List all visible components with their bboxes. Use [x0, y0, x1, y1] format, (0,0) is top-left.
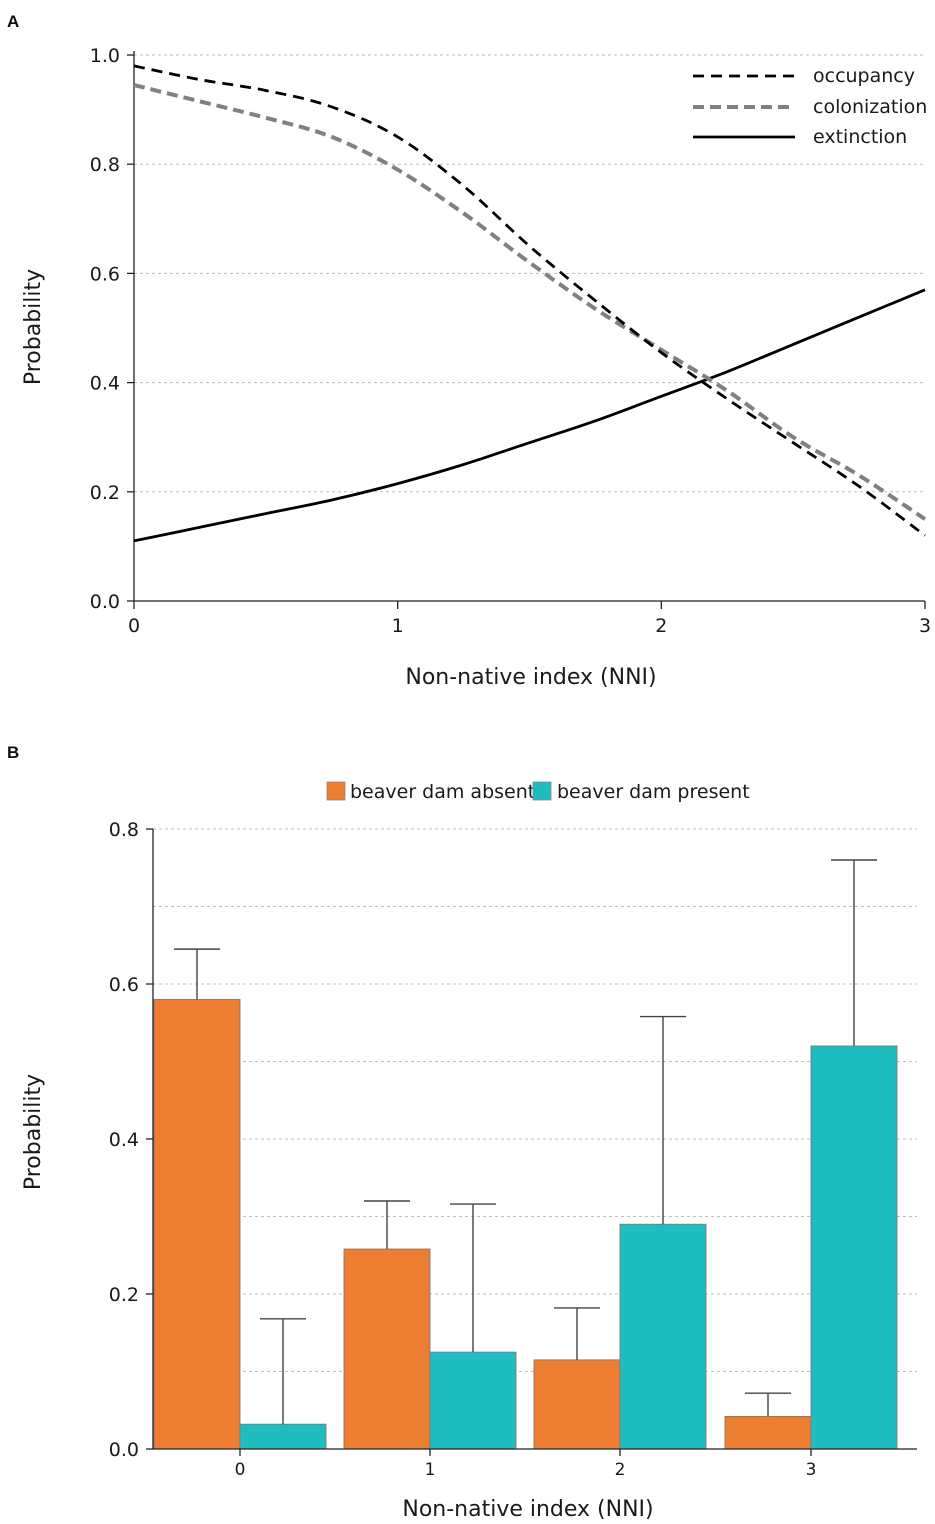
panel-a-y-tick-label: 0.6	[90, 263, 120, 285]
panel-a-x-tick-label: 2	[655, 615, 667, 637]
legend-absent-label: beaver dam absent	[350, 781, 535, 803]
panel-a-y-tick-label: 1.0	[90, 45, 120, 67]
panel-b-x-tick-label: 3	[806, 1460, 817, 1480]
panel-b-legend: beaver dam absent beaver dam present	[326, 781, 750, 803]
panel-b-x-axis-title: Non-native index (NNI)	[402, 1497, 653, 1522]
panel-b-bars	[153, 859, 898, 1450]
panel-b-y-tick-label: 0.0	[109, 1439, 139, 1461]
panel-a-y-tick-label: 0.0	[90, 591, 120, 613]
panel-b-y-axis-title: Probability	[21, 1074, 46, 1190]
legend-present-swatch	[532, 781, 552, 801]
panel-a-y-ticks: 0.0 0.2 0.4 0.6 0.8 1.0	[90, 45, 134, 613]
bar-absent-nni-2	[533, 1359, 621, 1450]
panel-a-grid	[134, 54, 925, 493]
series-occupancy-line	[133, 64, 926, 537]
panel-a-legend: occupancy colonization extinction	[693, 65, 927, 148]
panel-a-x-tick-label: 1	[392, 615, 404, 637]
panel-a-axes	[133, 51, 925, 602]
bar-present-nni-3	[810, 1045, 898, 1450]
bar-present-nni-2	[619, 1223, 707, 1450]
bar-present-nni-1	[429, 1351, 517, 1450]
panel-a-x-axis-title: Non-native index (NNI)	[405, 665, 656, 690]
panel-b-x-tick-label: 0	[235, 1460, 246, 1480]
legend-present-label: beaver dam present	[557, 781, 750, 803]
panel-a-x-tick-label: 0	[128, 615, 140, 637]
panel-b-y-tick-label: 0.4	[109, 1129, 139, 1151]
panel-b-x-tick-label: 2	[615, 1460, 626, 1480]
series-extinction-line	[133, 288, 926, 543]
bar-absent-nni-1	[343, 1248, 431, 1450]
panel-b-y-tick-label: 0.8	[109, 819, 139, 841]
bar-present-nni-0	[239, 1423, 327, 1450]
legend-extinction-label: extinction	[813, 126, 907, 148]
panel-b-y-tick-label: 0.2	[109, 1284, 139, 1306]
panel-a-x-ticks: 0 1 2 3	[128, 601, 931, 637]
panel-b-grid	[153, 828, 917, 1372]
panel-a-series	[133, 64, 927, 543]
panel-a-x-tick-label: 3	[919, 615, 931, 637]
legend-absent-swatch	[326, 781, 346, 801]
bar-absent-nni-3	[724, 1415, 812, 1450]
panel-b-y-ticks: 0.0 0.2 0.4 0.6 0.8	[109, 819, 153, 1461]
legend-colonization-label: colonization	[813, 96, 927, 118]
bar-absent-nni-0	[153, 999, 241, 1450]
panel-b-label: B	[7, 743, 19, 762]
panel-b-x-ticks: 0 1 2 3	[235, 1449, 817, 1480]
panel-a-label: A	[7, 12, 19, 31]
panel-a-y-axis-title: Probability	[21, 269, 46, 385]
panel-a-y-tick-label: 0.2	[90, 482, 120, 504]
panel-b-y-tick-label: 0.6	[109, 974, 139, 996]
series-colonization-line	[133, 83, 927, 521]
panel-b-x-tick-label: 1	[425, 1460, 436, 1480]
panel-a-y-tick-label: 0.4	[90, 373, 120, 395]
panel-a-y-tick-label: 0.8	[90, 154, 120, 176]
legend-occupancy-label: occupancy	[813, 65, 915, 87]
